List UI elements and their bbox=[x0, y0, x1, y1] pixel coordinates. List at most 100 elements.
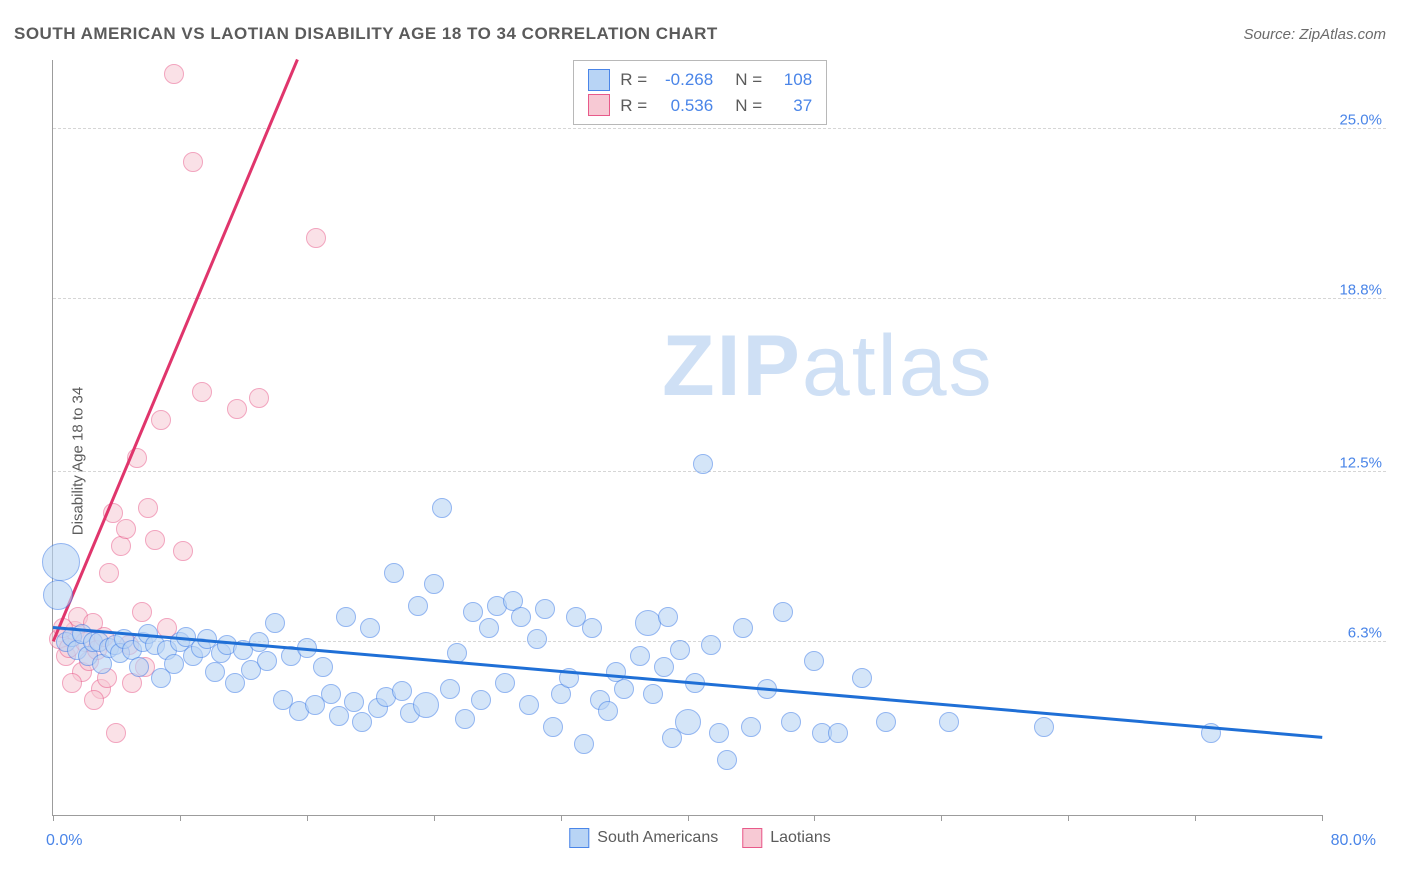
south-american-point bbox=[352, 712, 372, 732]
south-american-point bbox=[781, 712, 801, 732]
stats-row: R =-0.268N =108 bbox=[588, 67, 812, 93]
south-american-point bbox=[741, 717, 761, 737]
laotian-point bbox=[151, 410, 171, 430]
laotian-point bbox=[132, 602, 152, 622]
south-american-point bbox=[432, 498, 452, 518]
stats-r-label: R = bbox=[620, 67, 647, 93]
south-american-point bbox=[598, 701, 618, 721]
south-american-point bbox=[495, 673, 515, 693]
y-tick-label: 6.3% bbox=[1326, 625, 1382, 642]
laotian-point bbox=[183, 152, 203, 172]
stats-n-label: N = bbox=[735, 93, 762, 119]
chart-title: SOUTH AMERICAN VS LAOTIAN DISABILITY AGE… bbox=[14, 24, 718, 44]
y-tick-label: 18.8% bbox=[1326, 281, 1382, 298]
x-tick bbox=[434, 815, 435, 821]
south-american-point bbox=[582, 618, 602, 638]
south-american-point bbox=[614, 679, 634, 699]
south-american-point bbox=[519, 695, 539, 715]
south-american-point bbox=[43, 580, 73, 610]
south-american-point bbox=[876, 712, 896, 732]
x-tick bbox=[941, 815, 942, 821]
stats-r-label: R = bbox=[620, 93, 647, 119]
south-american-point bbox=[852, 668, 872, 688]
south-american-point bbox=[535, 599, 555, 619]
south-american-point bbox=[360, 618, 380, 638]
south-american-point bbox=[701, 635, 721, 655]
south-american-point bbox=[511, 607, 531, 627]
south-american-point bbox=[249, 632, 269, 652]
x-tick bbox=[180, 815, 181, 821]
south-american-point bbox=[455, 709, 475, 729]
stats-n-value: 37 bbox=[772, 93, 812, 119]
watermark-bold: ZIP bbox=[662, 318, 802, 414]
stats-row: R =0.536N =37 bbox=[588, 93, 812, 119]
gridline-horizontal bbox=[53, 298, 1386, 299]
south-american-point bbox=[225, 673, 245, 693]
watermark: ZIPatlas bbox=[662, 317, 993, 416]
south-american-point bbox=[313, 657, 333, 677]
south-american-point bbox=[939, 712, 959, 732]
x-tick bbox=[1322, 815, 1323, 821]
south-american-point bbox=[129, 657, 149, 677]
south-american-point bbox=[643, 684, 663, 704]
y-tick-label: 25.0% bbox=[1326, 111, 1382, 128]
legend-swatch bbox=[742, 828, 762, 848]
south-american-point bbox=[654, 657, 674, 677]
south-american-point bbox=[265, 613, 285, 633]
source-credit: Source: ZipAtlas.com bbox=[1243, 26, 1386, 43]
legend-swatch bbox=[569, 828, 589, 848]
south-american-point bbox=[693, 454, 713, 474]
south-american-point bbox=[257, 651, 277, 671]
south-american-point bbox=[479, 618, 499, 638]
south-american-point bbox=[574, 734, 594, 754]
south-american-point bbox=[773, 602, 793, 622]
stats-n-value: 108 bbox=[772, 67, 812, 93]
south-american-point bbox=[408, 596, 428, 616]
watermark-light: atlas bbox=[802, 318, 994, 414]
x-tick bbox=[307, 815, 308, 821]
laotian-point bbox=[116, 519, 136, 539]
laotian-point bbox=[164, 64, 184, 84]
legend-label: South Americans bbox=[597, 829, 718, 847]
south-american-point bbox=[717, 750, 737, 770]
x-tick bbox=[1068, 815, 1069, 821]
plot-area: ZIPatlas R =-0.268N =108R =0.536N =37 6.… bbox=[52, 60, 1322, 816]
south-american-point bbox=[828, 723, 848, 743]
y-tick-label: 12.5% bbox=[1326, 454, 1382, 471]
stats-n-label: N = bbox=[735, 67, 762, 93]
south-american-point bbox=[384, 563, 404, 583]
legend-item: Laotians bbox=[742, 828, 831, 848]
south-american-point bbox=[344, 692, 364, 712]
laotian-point bbox=[192, 382, 212, 402]
x-tick bbox=[814, 815, 815, 821]
laotian-point bbox=[99, 563, 119, 583]
x-tick bbox=[561, 815, 562, 821]
x-axis-min-label: 0.0% bbox=[46, 832, 82, 850]
south-american-point bbox=[630, 646, 650, 666]
south-american-point bbox=[440, 679, 460, 699]
stats-swatch bbox=[588, 69, 610, 91]
south-american-point bbox=[709, 723, 729, 743]
chart-header: SOUTH AMERICAN VS LAOTIAN DISABILITY AGE… bbox=[14, 24, 1386, 44]
south-american-point bbox=[321, 684, 341, 704]
gridline-horizontal bbox=[53, 128, 1386, 129]
south-american-point bbox=[42, 543, 80, 581]
south-american-point bbox=[329, 706, 349, 726]
laotian-point bbox=[106, 723, 126, 743]
laotian-point bbox=[306, 228, 326, 248]
x-tick bbox=[688, 815, 689, 821]
south-american-point bbox=[205, 662, 225, 682]
laotian-point bbox=[249, 388, 269, 408]
south-american-point bbox=[804, 651, 824, 671]
south-american-point bbox=[471, 690, 491, 710]
south-american-point bbox=[463, 602, 483, 622]
south-american-point bbox=[675, 709, 701, 735]
x-axis-max-label: 80.0% bbox=[1331, 832, 1376, 850]
x-tick bbox=[1195, 815, 1196, 821]
chart-container: Disability Age 18 to 34 ZIPatlas R =-0.2… bbox=[14, 50, 1386, 872]
x-tick bbox=[53, 815, 54, 821]
south-american-point bbox=[527, 629, 547, 649]
south-american-point bbox=[635, 610, 661, 636]
south-american-point bbox=[543, 717, 563, 737]
legend-bottom: South Americans Laotians bbox=[569, 828, 830, 848]
